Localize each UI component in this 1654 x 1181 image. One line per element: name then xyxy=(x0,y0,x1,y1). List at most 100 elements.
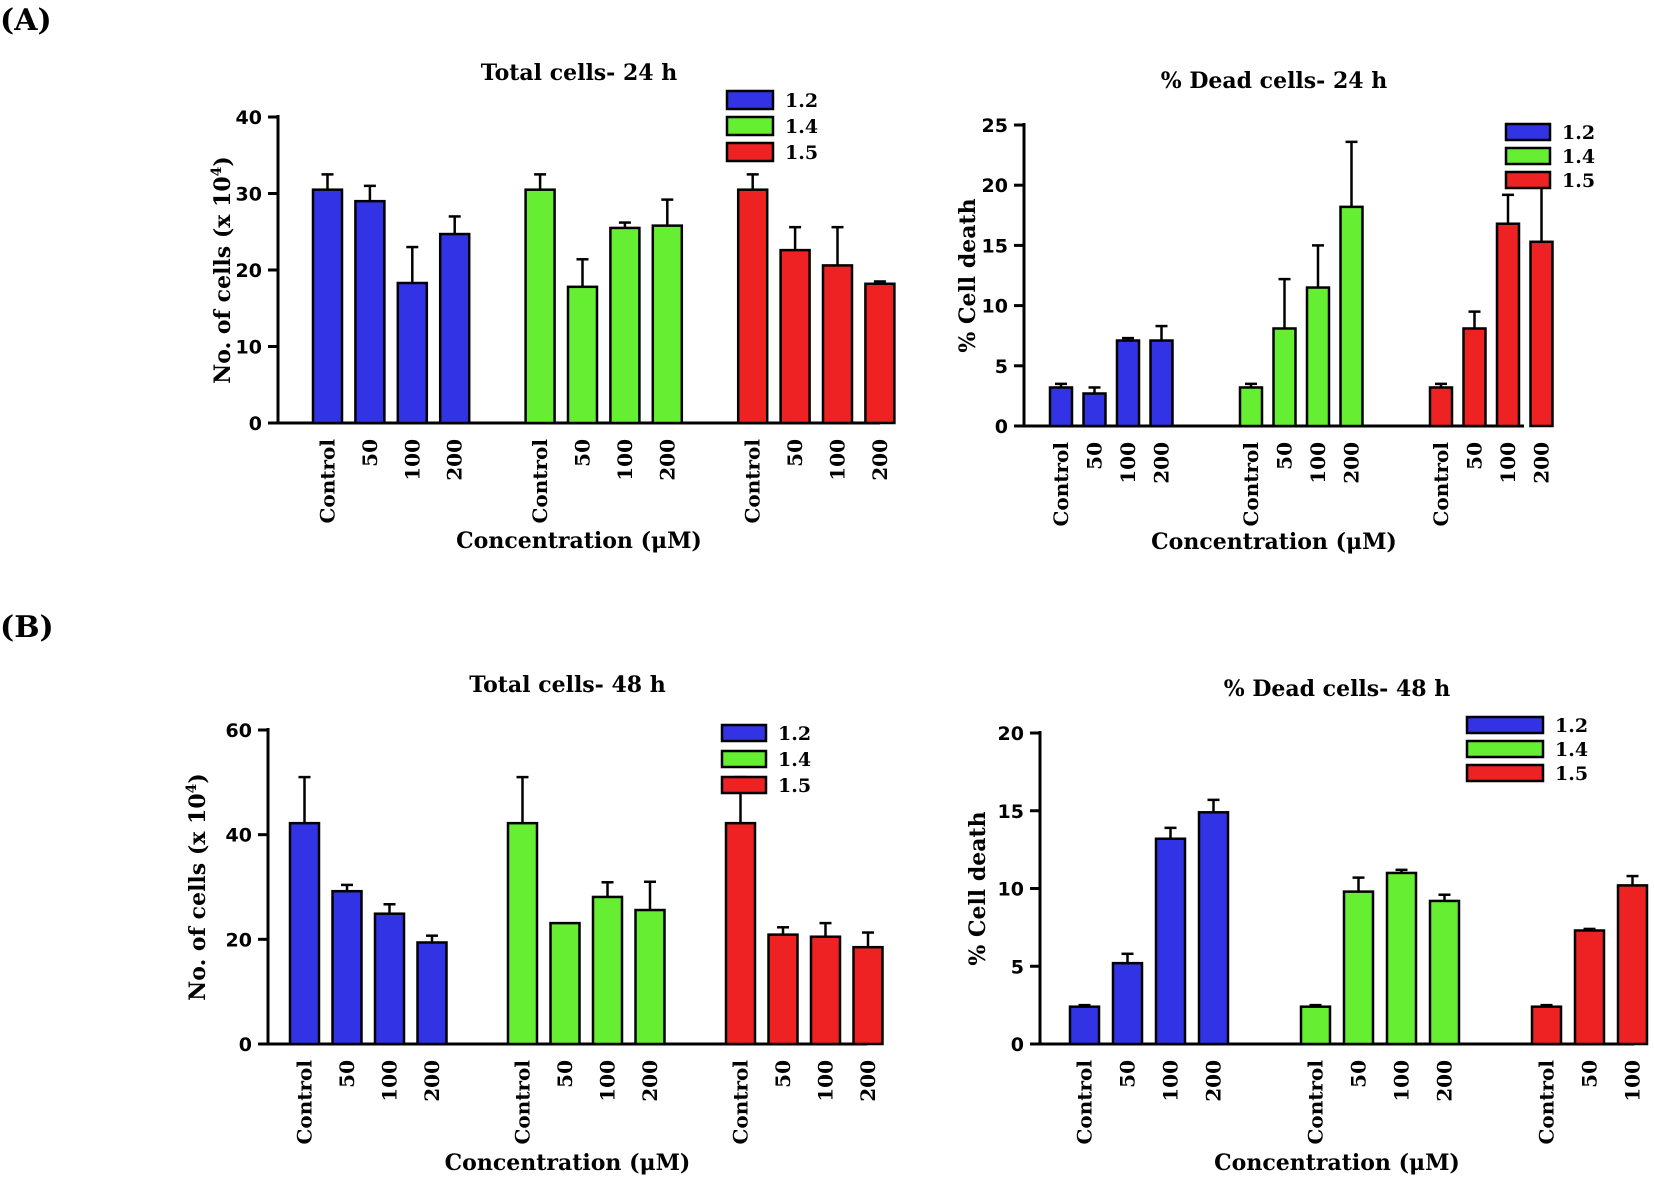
bar-1.2-Control xyxy=(1068,1005,1101,1046)
legend-label: 1.4 xyxy=(778,749,811,771)
legend-swatch-1.4 xyxy=(1504,146,1552,166)
bar-1.5-200 xyxy=(1529,240,1554,428)
bar-1.4-200 xyxy=(1428,899,1461,1046)
legend-swatch-1.4 xyxy=(720,749,768,769)
bar-1.2-100 xyxy=(1115,339,1141,428)
y-tick-label: 0 xyxy=(239,1034,252,1056)
bar-1.4-Control xyxy=(506,821,539,1046)
y-tick-label: 15 xyxy=(998,801,1024,823)
legend-swatch-1.2 xyxy=(720,723,768,743)
y-tick-label: 10 xyxy=(236,337,262,359)
bar-1.2-100 xyxy=(1154,837,1187,1046)
bar-1.2-50 xyxy=(354,199,386,425)
bar-1.2-50 xyxy=(1111,961,1144,1046)
legend-label: 1.5 xyxy=(778,775,811,797)
category-label: Control xyxy=(1535,1060,1559,1145)
category-label: 50 xyxy=(783,439,807,467)
y-axis-title: % Cell death xyxy=(955,198,981,352)
legend-swatch-1.5 xyxy=(1504,170,1552,190)
category-label: 100 xyxy=(1496,442,1520,484)
y-tick-label: 10 xyxy=(998,879,1024,901)
category-label: 200 xyxy=(638,1060,662,1102)
category-label: 200 xyxy=(1433,1060,1457,1102)
category-label: Control xyxy=(729,1060,753,1145)
legend-swatch-1.2 xyxy=(1504,122,1552,142)
chart-total-cells-24h: Total cells- 24 h 0 10 20 30 40 No. of cells (… xyxy=(209,60,896,554)
bar-1.5-100 xyxy=(821,264,854,425)
bar-1.2-50 xyxy=(1082,392,1107,428)
y-tick-label: 40 xyxy=(226,825,252,847)
y-axis-title: No. of cells (x 104) xyxy=(209,156,236,384)
category-label: Control xyxy=(1049,442,1073,527)
bar-1.5-200 xyxy=(864,282,896,425)
bar-1.5-Control xyxy=(1530,1005,1563,1046)
chart-title: % Dead cells- 24 h xyxy=(1161,68,1388,94)
category-label: 100 xyxy=(613,439,637,481)
y-tick-label: 10 xyxy=(982,296,1008,318)
category-label: 100 xyxy=(814,1060,838,1102)
bar-1.2-Control xyxy=(1048,386,1074,428)
category-label: 50 xyxy=(1463,442,1487,470)
category-label: 100 xyxy=(596,1060,620,1102)
y-tick-label: 40 xyxy=(236,107,262,129)
category-label: Control xyxy=(511,1060,535,1145)
chart-title: % Dead cells- 48 h xyxy=(1224,676,1451,702)
bar-1.4-200 xyxy=(651,224,684,425)
y-tick-label: 20 xyxy=(236,260,262,282)
legend-label: 1.5 xyxy=(785,142,818,164)
legend-label: 1.5 xyxy=(1562,170,1595,192)
y-tick-label: 30 xyxy=(236,184,262,206)
y-tick-label: 15 xyxy=(982,235,1008,257)
bar-1.4-200 xyxy=(1339,205,1364,428)
legend-swatch-1.2 xyxy=(1465,715,1545,735)
category-label: 50 xyxy=(1116,1060,1140,1088)
category-label: 100 xyxy=(378,1060,402,1102)
bar-1.4-Control xyxy=(524,188,556,425)
x-axis-title: Concentration (μM) xyxy=(1151,529,1397,555)
category-label: 200 xyxy=(868,439,892,481)
bar-1.5-100 xyxy=(1616,884,1649,1046)
chart-title: Total cells- 48 h xyxy=(469,672,666,698)
bar-1.4-50 xyxy=(1272,327,1297,428)
category-label: 100 xyxy=(826,439,850,481)
category-label: 100 xyxy=(1159,1060,1183,1102)
legend-label: 1.5 xyxy=(1555,763,1588,785)
category-label: 200 xyxy=(1150,442,1174,484)
category-label: 200 xyxy=(1202,1060,1226,1102)
category-label: Control xyxy=(316,439,340,524)
bar-1.2-100 xyxy=(396,281,429,425)
category-label: 200 xyxy=(1340,442,1364,484)
x-axis-title: Concentration (μM) xyxy=(1214,1150,1460,1176)
bar-1.2-200 xyxy=(1197,811,1230,1046)
y-tick-label: 20 xyxy=(982,175,1008,197)
category-label: Control xyxy=(1239,442,1263,527)
y-tick-label: 5 xyxy=(995,356,1008,378)
bar-1.2-200 xyxy=(416,941,448,1046)
y-tick-label: 60 xyxy=(226,720,252,742)
legend-label: 1.2 xyxy=(1562,122,1595,144)
legend-label: 1.2 xyxy=(785,90,818,112)
bar-1.2-200 xyxy=(438,232,471,425)
category-label: 50 xyxy=(1083,442,1107,470)
bar-1.5-100 xyxy=(809,935,842,1046)
category-label: 50 xyxy=(571,439,595,467)
bar-1.2-Control xyxy=(288,821,321,1046)
category-label: Control xyxy=(1073,1060,1097,1145)
bar-1.5-Control xyxy=(1428,386,1454,428)
legend-swatch-1.5 xyxy=(1465,763,1545,783)
legend-swatch-1.2 xyxy=(725,89,775,111)
category-label: Control xyxy=(1304,1060,1328,1145)
category-label: 50 xyxy=(335,1060,359,1088)
y-tick-label: 20 xyxy=(226,929,252,951)
legend-swatch-1.4 xyxy=(725,115,775,137)
category-label: 200 xyxy=(655,439,679,481)
bar-1.5-50 xyxy=(1462,327,1487,428)
bar-1.2-50 xyxy=(331,889,363,1046)
legend-label: 1.4 xyxy=(1562,146,1595,168)
bar-1.5-50 xyxy=(779,248,811,425)
category-label: 100 xyxy=(400,439,424,481)
category-label: 100 xyxy=(1390,1060,1414,1102)
bar-1.4-Control xyxy=(1299,1005,1332,1046)
bar-1.2-200 xyxy=(1149,339,1174,428)
bar-1.4-50 xyxy=(566,285,599,425)
